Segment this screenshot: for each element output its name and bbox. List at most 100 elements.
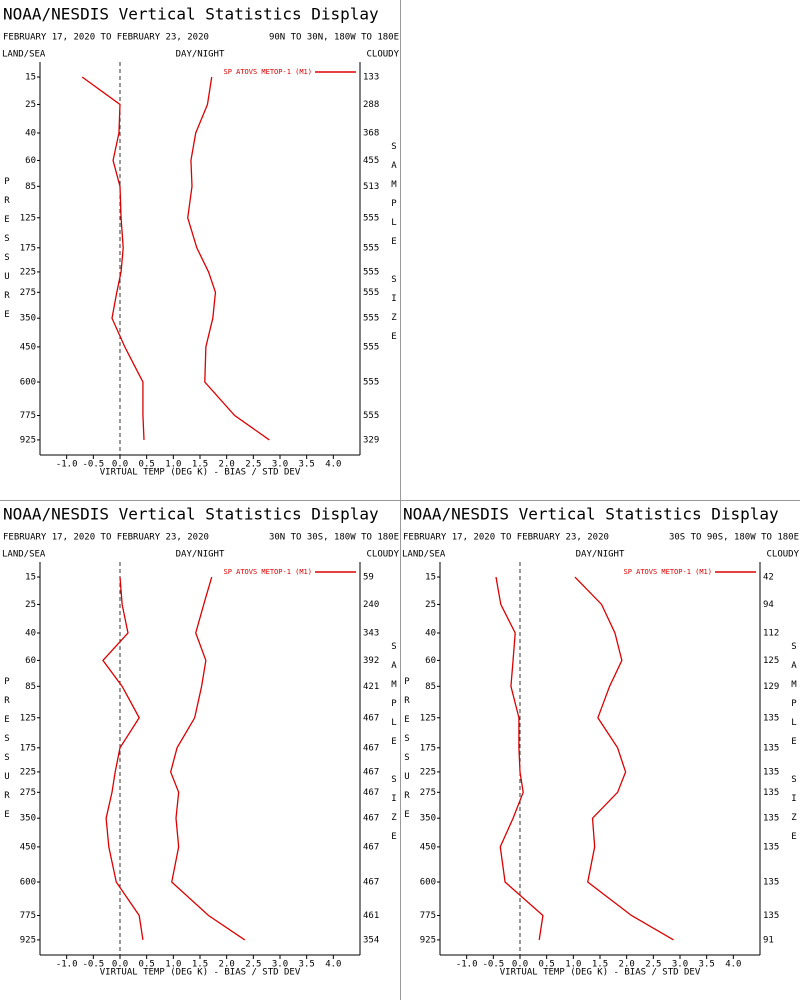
sample-size: 467 (363, 788, 379, 798)
chart-title: NOAA/NESDIS Vertical Statistics Display (3, 5, 379, 24)
y-tick-label: 175 (420, 743, 436, 753)
cloud: CLOUDY (766, 550, 799, 560)
x-tick-label: 3.5 (299, 960, 315, 970)
y-tick-label: 175 (20, 743, 36, 753)
x-tick-label: 0.0 (112, 460, 128, 470)
y-tick-label: 275 (420, 788, 436, 798)
std-dev-line (169, 576, 246, 941)
x-tick-label: 1.0 (565, 960, 581, 970)
y-tick-label: 125 (420, 713, 436, 723)
cloud: CLOUDY (366, 50, 399, 60)
region: 30S TO 90S, 180W TO 180E (669, 533, 799, 543)
land-sea: LAND/SEA (2, 550, 46, 560)
sample-size: 135 (763, 713, 779, 723)
x-tick-label: 4.0 (325, 460, 341, 470)
y-tick-label: 275 (20, 788, 36, 798)
x-tick-label: 1.5 (192, 460, 208, 470)
legend-label: SP ATOVS METOP-1 (M1) (623, 568, 712, 576)
y-tick-label: 225 (420, 767, 436, 777)
y-tick-label: 450 (20, 842, 36, 852)
y-tick-label: 60 (425, 656, 436, 666)
y-tick-label: 925 (20, 935, 36, 945)
y-tick-label: 85 (25, 682, 36, 692)
land-sea: LAND/SEA (402, 550, 446, 560)
y-axis-title: PRESSURE (2, 177, 12, 329)
sample-size: 135 (763, 842, 779, 852)
sample-size: 555 (363, 314, 379, 324)
x-tick-label: 0.5 (139, 460, 155, 470)
x-tick-label: 2.0 (619, 960, 635, 970)
y-tick-label: 775 (420, 911, 436, 921)
sample-size: 240 (363, 600, 379, 610)
std-dev-line (187, 76, 270, 441)
region: 30N TO 30S, 180W TO 180E (269, 533, 399, 543)
chart-title: NOAA/NESDIS Vertical Statistics Display (3, 505, 379, 524)
sample-size: 329 (363, 435, 379, 445)
y-tick-label: 85 (425, 682, 436, 692)
y-axis-title: PRESSURE (2, 677, 12, 829)
y-tick-label: 25 (25, 600, 36, 610)
y-tick-label: 600 (420, 878, 436, 888)
y-tick-label: 775 (20, 411, 36, 421)
day-night: DAY/NIGHT (576, 550, 625, 560)
y-tick-label: 15 (25, 573, 36, 583)
sample-size: 59 (363, 573, 374, 583)
y-tick-label: 125 (20, 713, 36, 723)
x-tick-label: 0.0 (112, 960, 128, 970)
date-range: FEBRUARY 17, 2020 TO FEBRUARY 23, 2020 (403, 533, 609, 543)
x-tick-label: 2.5 (245, 460, 261, 470)
sample-size: 129 (763, 682, 779, 692)
y-tick-label: 15 (25, 73, 36, 83)
x-tick-label: 4.0 (725, 960, 741, 970)
sample-size: 94 (763, 600, 774, 610)
sample-size: 135 (763, 814, 779, 824)
sample-size: 467 (363, 878, 379, 888)
bias-line (81, 76, 145, 440)
x-tick-label: 3.0 (672, 960, 688, 970)
sample-size: 135 (763, 878, 779, 888)
y-tick-label: 925 (420, 935, 436, 945)
bias-line (102, 576, 144, 941)
x-tick-label: -0.5 (82, 960, 104, 970)
sample-size: 392 (363, 656, 379, 666)
sample-size: 135 (763, 911, 779, 921)
cloud: CLOUDY (366, 550, 399, 560)
x-axis-title: VIRTUAL TEMP (DEG K) - BIAS / STD DEV (100, 968, 301, 978)
y2-axis-title: SAMPLE SIZE (389, 642, 399, 851)
sample-size: 461 (363, 911, 379, 921)
x-tick-label: 0.5 (539, 960, 555, 970)
sample-size: 421 (363, 682, 379, 692)
x-axis-title: VIRTUAL TEMP (DEG K) - BIAS / STD DEV (500, 968, 701, 978)
sample-size: 555 (363, 213, 379, 223)
date-range: FEBRUARY 17, 2020 TO FEBRUARY 23, 2020 (3, 33, 209, 43)
y-tick-label: 40 (425, 628, 436, 638)
sample-size: 467 (363, 767, 379, 777)
x-tick-label: -1.0 (56, 960, 78, 970)
sample-size: 135 (763, 788, 779, 798)
y-tick-label: 350 (20, 814, 36, 824)
sample-size: 112 (763, 628, 779, 638)
sample-size: 135 (763, 767, 779, 777)
sample-size: 467 (363, 743, 379, 753)
day-night: DAY/NIGHT (176, 550, 225, 560)
x-tick-label: -0.5 (482, 960, 504, 970)
y-axis-title: PRESSURE (402, 677, 412, 829)
x-tick-label: -1.0 (56, 460, 78, 470)
sample-size: 42 (763, 573, 774, 583)
sample-size: 288 (363, 100, 379, 110)
legend-label: SP ATOVS METOP-1 (M1) (223, 68, 312, 76)
y-tick-label: 925 (20, 435, 36, 445)
sample-size: 467 (363, 842, 379, 852)
y-tick-label: 275 (20, 288, 36, 298)
divider (0, 500, 800, 501)
x-tick-label: 0.5 (139, 960, 155, 970)
x-tick-label: 0.0 (512, 960, 528, 970)
x-tick-label: -1.0 (456, 960, 478, 970)
x-tick-label: 3.5 (299, 460, 315, 470)
day-night: DAY/NIGHT (176, 50, 225, 60)
x-tick-label: 4.0 (325, 960, 341, 970)
sample-size: 555 (363, 288, 379, 298)
y-tick-label: 225 (20, 767, 36, 777)
x-axis-title: VIRTUAL TEMP (DEG K) - BIAS / STD DEV (100, 468, 301, 478)
